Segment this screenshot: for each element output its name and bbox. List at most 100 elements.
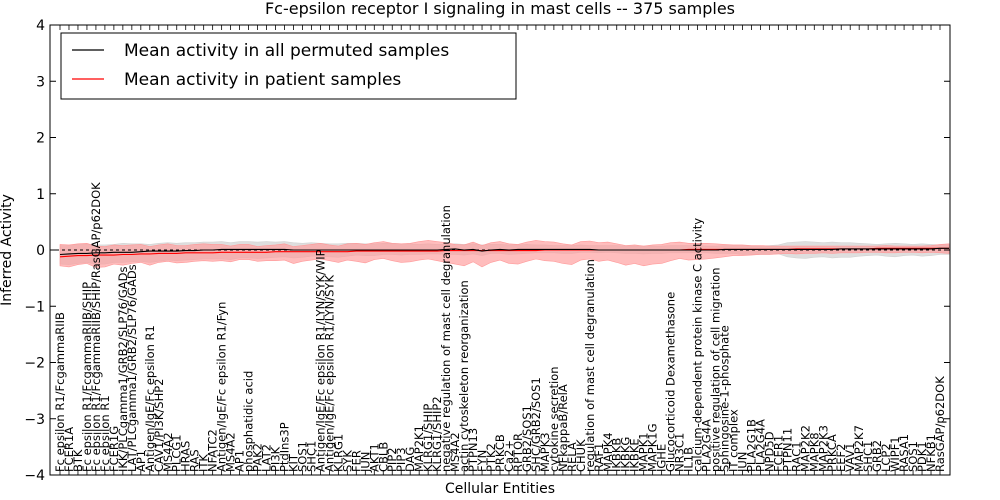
entity-label: IKBKG <box>619 437 633 472</box>
x-axis-ticks <box>59 25 941 475</box>
entity-label: Antigen/IgE/Fc epsilon R1 <box>143 325 157 472</box>
entity-label: FCER1A <box>62 427 76 472</box>
entity-label: SOS1 <box>906 441 920 472</box>
entity-label: Glucocorticoid Dexamethasone <box>664 292 678 472</box>
entity-label: AP1 <box>134 450 148 472</box>
entity-label: IKBKB <box>610 438 624 472</box>
entity-label: LAT2 <box>260 444 274 472</box>
entity-label: HRAS <box>179 441 193 472</box>
entity-label: PTPN13 <box>466 428 480 472</box>
entity-label: SHC1 <box>861 441 875 472</box>
entity-label: Fc epsilon R1/FcgammaRIIB/SHIP <box>80 282 94 472</box>
entity-label: cytokine secretion <box>547 366 561 472</box>
entity-label: PIP2 <box>385 447 399 472</box>
entity-label: WIPF1 <box>888 436 902 472</box>
entity-label: RasGAP/p62DOK <box>933 376 947 472</box>
entity-label: RELA <box>565 442 579 472</box>
entity-label: PDK1 <box>915 441 929 472</box>
entity-label: Antigen/IgE/Fc epsilon R1/LYN/SYK <box>322 275 336 472</box>
entity-label: IT complex <box>727 409 741 472</box>
entity-label: PLCG1 <box>170 434 184 472</box>
entity-label: MAPK1G <box>646 424 660 473</box>
entity-label: phosphatidic acid <box>242 371 256 472</box>
legend-label-1: Mean activity in patient samples <box>124 70 401 90</box>
entity-label: CHUK <box>574 439 588 472</box>
y-tick-label: 1 <box>36 187 45 203</box>
entity-label: RASA1 <box>897 434 911 472</box>
entity-label: RAS <box>188 449 202 472</box>
series-lines <box>59 247 949 258</box>
legend: Mean activity in all permuted samples Mea… <box>60 32 517 100</box>
entity-label: FER <box>349 450 363 472</box>
entity-label: IL1B <box>682 447 696 472</box>
entity-label: PtdIns3P <box>278 422 292 472</box>
entity-label: IKBKE <box>628 438 642 472</box>
entity-label: LCP2 <box>879 443 893 472</box>
entity-label: Antigen/IgE/Fc epsilon R1/LYN/SYK/WIP <box>313 249 327 472</box>
entity-label: Antigen/IgE/Fc epsilon R1/Fyn <box>215 302 229 472</box>
entity-label: FYN <box>475 450 489 472</box>
entity-label: NPD5D <box>762 431 776 472</box>
entity-label: SHC1 <box>304 441 318 472</box>
y-tick-label: −4 <box>24 468 45 484</box>
entity-label: Fc epsilon R1/FcgammaRIIB <box>53 312 67 472</box>
entity-label: MAPK3 <box>538 432 552 472</box>
entity-label: JUN <box>735 452 749 473</box>
legend-box <box>60 32 517 100</box>
entity-label: EEF2 <box>834 444 848 472</box>
entity-label: RAF1 <box>592 443 606 472</box>
entity-label: BTK <box>71 449 85 472</box>
y-tick-label: −3 <box>24 412 45 428</box>
y-tick-label: 0 <box>36 243 45 259</box>
entity-label: MAPK4 <box>601 432 615 472</box>
y-axis-ticks: −4 −3 −2 −1 0 1 2 3 4 <box>24 18 950 484</box>
entity-label: FCER1 <box>771 435 785 472</box>
entity-label: AP1 <box>233 450 247 472</box>
entity-label: GRB2 <box>870 440 884 472</box>
entity-label: NFATC2 <box>206 429 220 472</box>
series-line-0 <box>59 247 949 256</box>
entity-label: actin cytoskeleton reorganization <box>457 280 471 472</box>
entity-label: PTPN11 <box>780 428 794 472</box>
entity-label: GRB2/SOS1 <box>520 405 534 472</box>
entity-label: VAV1 <box>843 443 857 472</box>
y-tick-label: 2 <box>36 131 45 147</box>
entity-label: MAP2K3 <box>816 425 830 472</box>
entity-label: SYK <box>340 450 354 472</box>
entity-label: PRKCB <box>493 434 507 472</box>
entity-label: PIP3 <box>394 447 408 472</box>
entity-label: IGHE <box>655 444 669 472</box>
entity-label: RPTOR <box>511 433 525 472</box>
entity-label: MS4A2 <box>224 432 238 472</box>
entity-label: ITK <box>197 454 211 472</box>
entity-label: PRKCA <box>825 434 839 472</box>
entity-label: AKT1 <box>367 443 381 472</box>
y-tick-label: 4 <box>36 18 45 34</box>
entity-label: Ca2+ <box>502 440 516 472</box>
entity-label: KIT <box>287 453 301 472</box>
entity-label: NFkappaB/RelA <box>556 384 570 472</box>
entity-label: LAT/PLCgamma1/GRB2/SLP76/GADs <box>125 264 139 472</box>
entity-label: CAV1/PI3K/SHP2 <box>152 379 166 472</box>
entity-label: PLA2G4A <box>753 419 767 472</box>
entity-label: regulation of mast cell degranulation <box>583 259 597 472</box>
entity-label: RAC1 <box>789 441 803 472</box>
legend-label-0: Mean activity in all permuted samples <box>124 41 449 61</box>
entity-label: PAK2 <box>251 443 265 472</box>
entity-label: negative regulation of mast cell degranu… <box>439 205 453 472</box>
entity-label: positive regulation of cell migration <box>709 267 723 472</box>
entity-label: MAP2K7 <box>852 425 866 472</box>
entity-label: PLA2G4A <box>700 419 714 472</box>
entity-label: FCER1G <box>107 426 121 472</box>
entity-label: MAP2K2 <box>798 425 812 472</box>
y-axis-label: Inferred Activity <box>0 194 15 306</box>
entity-label: SHC/GRB2/SOS1 <box>529 377 543 472</box>
entity-label: SOS1 <box>295 441 309 472</box>
entity-label: NFKB1 <box>924 434 938 472</box>
entity-label: PLA2G1B <box>744 419 758 472</box>
entity-label: PTK2 <box>484 443 498 472</box>
entity-label: MAPK1 <box>637 432 651 472</box>
entity-label: IKK/PLCgamma1/GRB2/SLP76/GADs <box>116 267 130 472</box>
